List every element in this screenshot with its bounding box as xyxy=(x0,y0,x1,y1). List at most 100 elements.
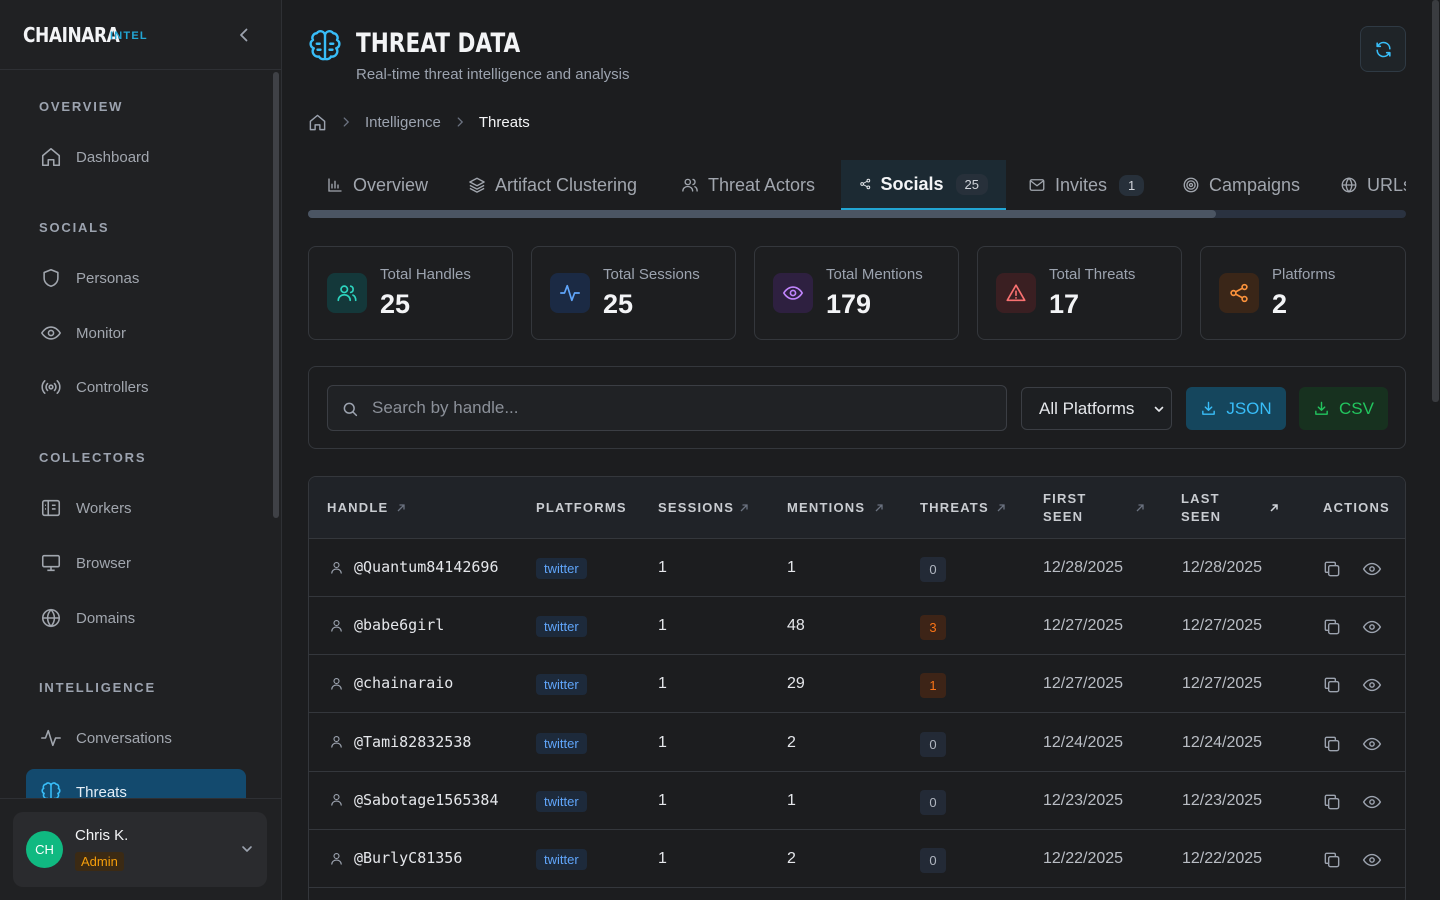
socials-table: HANDLE PLATFORMS SESSIONS MENTIONS THREA… xyxy=(308,476,1406,900)
copy-handle-button[interactable] xyxy=(1322,617,1342,637)
sidebar-item-personas[interactable]: Personas xyxy=(26,255,246,301)
tab-socials[interactable]: Socials 25 xyxy=(841,160,1006,210)
chevron-down-icon xyxy=(1154,406,1164,412)
copy-handle-button[interactable] xyxy=(1322,734,1342,754)
home-icon[interactable] xyxy=(308,113,327,132)
platform-badge: twitter xyxy=(536,558,587,579)
eye-icon xyxy=(40,326,62,340)
sidebar-item-conversations[interactable]: Conversations xyxy=(26,715,246,761)
search-box[interactable] xyxy=(327,385,1007,431)
layers-icon xyxy=(469,177,485,193)
column-header-last-seen[interactable]: LAST SEEN xyxy=(1181,491,1281,524)
globe-icon xyxy=(41,608,61,628)
collapse-sidebar-button[interactable] xyxy=(234,25,254,45)
share-icon xyxy=(1230,283,1248,303)
export-json-button[interactable]: JSON xyxy=(1186,387,1286,430)
last-seen-cell: 12/27/2025 xyxy=(1182,617,1263,635)
sidebar-item-browser[interactable]: Browser xyxy=(26,540,246,586)
sort-arrow-icon xyxy=(397,504,405,512)
refresh-button[interactable] xyxy=(1360,26,1406,72)
user-menu[interactable]: CH Chris K. Admin xyxy=(13,812,267,887)
tab-overview[interactable]: Overview xyxy=(308,160,446,210)
view-handle-button[interactable] xyxy=(1362,792,1382,812)
section-title-intelligence: INTELLIGENCE xyxy=(39,680,156,695)
threat-count-badge: 0 xyxy=(920,557,946,582)
home-icon xyxy=(41,147,61,167)
chevron-left-icon xyxy=(240,28,248,42)
sidebar-item-threats[interactable]: Threats xyxy=(26,769,246,798)
sidebar-item-dashboard[interactable]: Dashboard xyxy=(26,134,246,180)
sidebar-item-workers[interactable]: Workers xyxy=(26,485,246,531)
sort-arrow-icon xyxy=(875,504,883,512)
copy-handle-button[interactable] xyxy=(1322,675,1342,695)
main-content: THREAT DATA Real-time threat intelligenc… xyxy=(282,0,1428,900)
copy-icon xyxy=(1324,794,1340,810)
copy-icon xyxy=(1324,852,1340,868)
threat-count-badge: 1 xyxy=(920,673,946,699)
column-header-mentions[interactable]: MENTIONS xyxy=(787,500,883,515)
first-seen-cell: 12/28/2025 xyxy=(1043,559,1124,576)
tab-campaigns[interactable]: Campaigns xyxy=(1164,160,1318,210)
view-handle-button[interactable] xyxy=(1362,850,1382,870)
handle-cell[interactable]: @chainaraio xyxy=(329,674,453,692)
handle-text: @babe6girl xyxy=(354,616,445,635)
table-row: @BurlyC81356 twitter 1 2 0 12/22/2025 12/22/20… xyxy=(309,830,1405,888)
tab-threat-actors[interactable]: Threat Actors xyxy=(663,160,833,210)
column-header-handle[interactable]: HANDLE xyxy=(327,500,405,515)
stat-card-mentions: Total Mentions 179 xyxy=(754,246,959,340)
sidebar-item-label: Monitor xyxy=(76,324,127,342)
tab-scrollbar[interactable] xyxy=(308,210,1216,218)
column-header-threats[interactable]: THREATS xyxy=(920,500,1005,515)
view-handle-button[interactable] xyxy=(1362,675,1382,695)
last-seen-cell: 12/24/2025 xyxy=(1182,733,1263,751)
copy-handle-button[interactable] xyxy=(1322,559,1342,579)
handle-cell[interactable]: @Tami82832538 xyxy=(329,733,471,751)
page-scrollbar[interactable] xyxy=(1432,0,1439,402)
page-scroll-track[interactable] xyxy=(1430,0,1440,900)
user-icon xyxy=(331,619,342,632)
eye-icon xyxy=(1362,853,1382,867)
handle-cell[interactable]: @BurlyC81356 xyxy=(329,849,462,867)
breadcrumb-link-intelligence[interactable]: Intelligence xyxy=(365,113,441,131)
handle-cell[interactable]: @babe6girl xyxy=(329,616,444,634)
handle-cell[interactable]: @Quantum84142696 xyxy=(329,558,499,576)
tab-invites[interactable]: Invites 1 xyxy=(1010,160,1162,210)
threat-count-badge: 0 xyxy=(920,731,946,757)
stat-value: 2 xyxy=(1272,289,1288,319)
platform-select[interactable]: All Platforms xyxy=(1021,387,1172,430)
copy-handle-button[interactable] xyxy=(1322,792,1342,812)
export-csv-button[interactable]: CSV xyxy=(1299,387,1388,430)
copy-handle-button[interactable] xyxy=(1322,850,1342,870)
search-input[interactable] xyxy=(372,386,992,430)
export-json-label: JSON xyxy=(1226,398,1272,418)
sessions-cell: 1 xyxy=(658,617,667,635)
column-label: PLATFORMS xyxy=(536,500,627,515)
tab-artifact-clustering[interactable]: Artifact Clustering xyxy=(450,160,655,210)
filter-bar: All Platforms JSON CSV xyxy=(308,366,1406,449)
platform-badge: twitter xyxy=(536,849,587,870)
sidebar-scrollbar[interactable] xyxy=(273,72,279,518)
view-handle-button[interactable] xyxy=(1362,617,1382,637)
tab-count-badge: 25 xyxy=(955,173,988,195)
column-header-platforms: PLATFORMS xyxy=(536,500,627,515)
view-handle-button[interactable] xyxy=(1362,734,1382,754)
stat-value: 17 xyxy=(1049,289,1080,319)
view-handle-button[interactable] xyxy=(1362,559,1382,579)
table-row: @Tami82832538 twitter 1 2 0 12/24/2025 12/24/2… xyxy=(309,714,1405,772)
sessions-cell: 1 xyxy=(658,733,667,751)
handle-cell[interactable]: @Sabotage1565384 xyxy=(329,791,499,809)
mentions-cell: 2 xyxy=(787,733,796,751)
eye-icon xyxy=(1362,679,1382,692)
sidebar-item-controllers[interactable]: Controllers xyxy=(26,364,246,410)
target-icon xyxy=(1183,177,1199,193)
sort-arrow-icon xyxy=(1136,504,1144,512)
tab-urls[interactable]: URLs xyxy=(1322,160,1406,210)
column-header-first-seen[interactable]: FIRST SEEN xyxy=(1043,491,1144,524)
sidebar-item-monitor[interactable]: Monitor xyxy=(26,310,246,356)
sidebar-item-label: Conversations xyxy=(76,729,172,747)
sidebar-item-label: Domains xyxy=(76,609,136,627)
column-label: ACTIONS xyxy=(1323,500,1390,515)
column-header-sessions[interactable]: SESSIONS xyxy=(658,500,748,515)
refresh-icon xyxy=(1375,41,1391,57)
sidebar-item-domains[interactable]: Domains xyxy=(26,595,246,641)
